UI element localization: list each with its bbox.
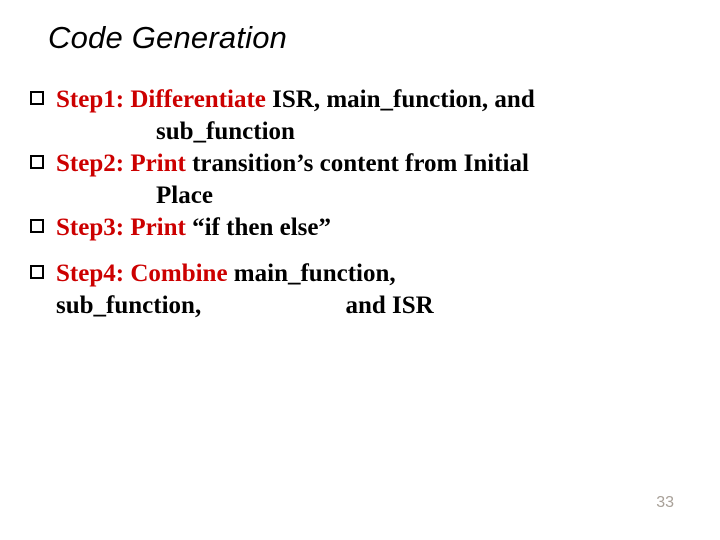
bullet-square-icon <box>30 155 44 169</box>
step-label: Step2: <box>56 150 124 177</box>
list-item: Step1: Differentiate ISR, main_function,… <box>30 84 690 148</box>
step-continuation: sub_function <box>56 116 690 148</box>
step-keyword: Print <box>130 214 186 241</box>
step-text: main_function, <box>228 260 396 287</box>
page-number: 33 <box>656 494 674 512</box>
step-text: transition’s content from Initial <box>186 150 529 177</box>
step-keyword: Print <box>130 150 186 177</box>
step-keyword: Combine <box>130 260 227 287</box>
step-continuation: and ISR <box>345 290 433 322</box>
step-continuation: sub_function, <box>56 290 201 322</box>
step-text: ISR, main_function, and <box>266 86 535 113</box>
step-label: Step3: <box>56 214 124 241</box>
bullet-square-icon <box>30 265 44 279</box>
slide: Code Generation Step1: Differentiate ISR… <box>0 0 720 540</box>
step-label: Step4: <box>56 260 124 287</box>
bullet-square-icon <box>30 91 44 105</box>
list-spacer <box>30 244 690 258</box>
slide-title: Code Generation <box>48 20 690 56</box>
step-keyword: Differentiate <box>130 86 266 113</box>
step-label: Step1: <box>56 86 124 113</box>
bullet-square-icon <box>30 219 44 233</box>
list-item: Step4: Combine main_function, sub_functi… <box>30 258 690 322</box>
step-text: “if then else” <box>186 214 331 241</box>
bullet-list: Step1: Differentiate ISR, main_function,… <box>30 84 690 322</box>
list-item: Step3: Print “if then else” <box>30 212 690 244</box>
step-continuation: Place <box>56 180 690 212</box>
list-item: Step2: Print transition’s content from I… <box>30 148 690 212</box>
